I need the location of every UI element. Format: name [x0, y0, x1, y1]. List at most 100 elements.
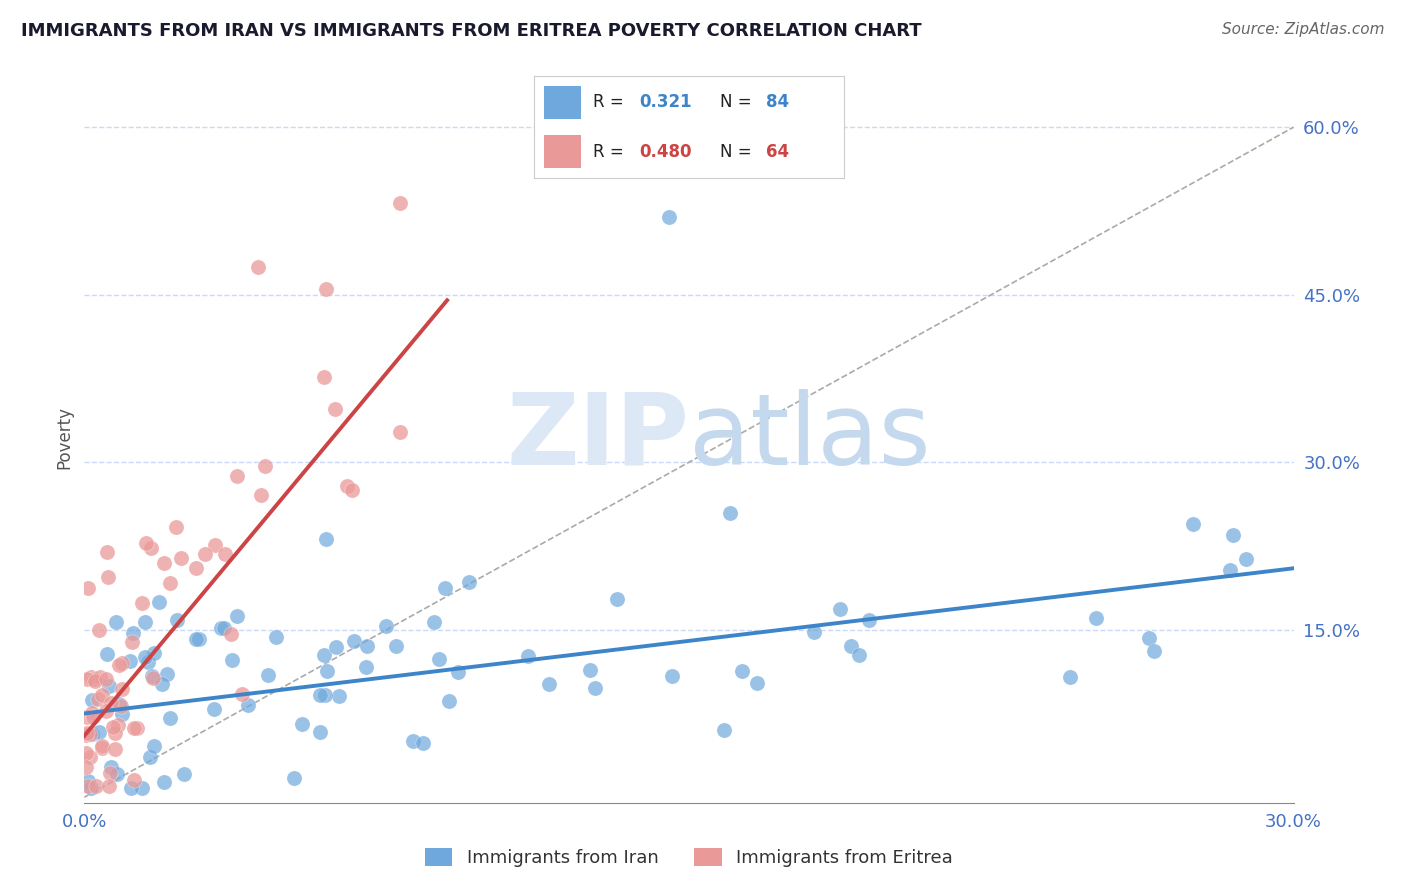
Point	[83, 673, 105, 687]
Point	[429, 652, 451, 666]
Point	[134, 615, 156, 630]
Point	[1143, 643, 1166, 657]
Point	[184, 561, 207, 575]
Text: 0.321: 0.321	[640, 94, 692, 112]
Text: N =: N =	[720, 143, 756, 161]
Point	[342, 483, 364, 497]
Point	[423, 615, 446, 630]
Point	[87, 691, 110, 706]
Point	[375, 619, 398, 633]
Point	[412, 735, 434, 749]
Point	[142, 671, 165, 685]
Point	[1059, 670, 1081, 684]
Point	[104, 615, 127, 630]
Text: IMMIGRANTS FROM IRAN VS IMMIGRANTS FROM ERITREA POVERTY CORRELATION CHART: IMMIGRANTS FROM IRAN VS IMMIGRANTS FROM …	[21, 22, 922, 40]
Point	[77, 582, 100, 596]
Point	[111, 681, 134, 696]
Point	[75, 746, 97, 760]
Point	[159, 576, 181, 591]
Point	[225, 468, 247, 483]
Point	[209, 621, 232, 635]
Text: N =: N =	[720, 94, 756, 112]
Point	[606, 592, 628, 607]
Text: R =: R =	[593, 143, 628, 161]
Point	[402, 734, 425, 748]
Point	[79, 749, 101, 764]
Point	[579, 664, 602, 678]
Point	[356, 639, 378, 653]
Point	[166, 614, 188, 628]
Point	[173, 767, 195, 781]
Point	[82, 710, 104, 724]
Legend: Immigrants from Iran, Immigrants from Eritrea: Immigrants from Iran, Immigrants from Er…	[418, 840, 960, 874]
Point	[447, 665, 470, 680]
Point	[131, 596, 153, 610]
Point	[121, 634, 143, 648]
Point	[325, 640, 347, 655]
Point	[312, 648, 335, 662]
Point	[110, 698, 132, 713]
Text: atlas: atlas	[689, 389, 931, 485]
Point	[84, 779, 107, 793]
Point	[713, 723, 735, 737]
Point	[718, 506, 741, 520]
Point	[343, 633, 366, 648]
Point	[100, 696, 122, 710]
Point	[101, 720, 124, 734]
Point	[143, 646, 166, 660]
Point	[165, 519, 187, 533]
Point	[107, 697, 129, 711]
Point	[135, 536, 157, 550]
Point	[89, 670, 111, 684]
Text: Source: ZipAtlas.com: Source: ZipAtlas.com	[1222, 22, 1385, 37]
Point	[315, 282, 337, 296]
Y-axis label: Poverty: Poverty	[55, 406, 73, 468]
Point	[328, 689, 350, 703]
Point	[76, 710, 98, 724]
Point	[148, 595, 170, 609]
Point	[107, 718, 129, 732]
Point	[139, 749, 162, 764]
Point	[254, 458, 277, 473]
Point	[187, 632, 209, 646]
Point	[121, 626, 143, 640]
Point	[89, 623, 111, 637]
Point	[1234, 552, 1257, 566]
Point	[309, 688, 332, 702]
Point	[141, 668, 163, 682]
Text: ZIP: ZIP	[506, 389, 689, 485]
Point	[77, 779, 100, 793]
Point	[1085, 611, 1108, 625]
Point	[105, 767, 128, 781]
Point	[97, 679, 120, 693]
Text: R =: R =	[593, 94, 628, 112]
Point	[221, 653, 243, 667]
Point	[858, 613, 880, 627]
Point	[80, 693, 103, 707]
Point	[120, 654, 142, 668]
Point	[136, 655, 159, 669]
Point	[214, 547, 236, 561]
Point	[159, 711, 181, 725]
Point	[75, 728, 97, 742]
Point	[1137, 631, 1160, 645]
Point	[290, 717, 312, 731]
Point	[246, 260, 269, 274]
Point	[225, 609, 247, 624]
Point	[139, 541, 162, 556]
Point	[100, 760, 122, 774]
Point	[389, 195, 412, 210]
Point	[150, 677, 173, 691]
Point	[314, 688, 336, 702]
Point	[76, 672, 98, 686]
Point	[80, 781, 103, 796]
Point	[87, 725, 110, 739]
Point	[122, 772, 145, 787]
Point	[250, 488, 273, 502]
Point	[76, 726, 98, 740]
Point	[84, 673, 107, 688]
Point	[104, 726, 127, 740]
Point	[91, 741, 114, 756]
Point	[1219, 563, 1241, 577]
Point	[517, 648, 540, 663]
